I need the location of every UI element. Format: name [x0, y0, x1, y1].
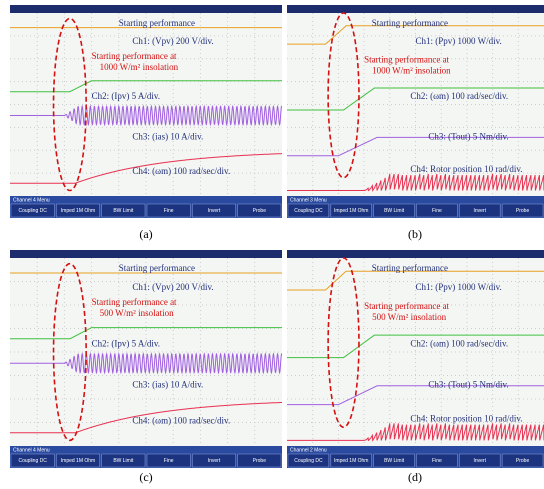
menu-button-label: Fine — [164, 458, 174, 464]
heading: Starting performance — [119, 263, 195, 273]
channel-label: Ch2: (ωm) 100 rad/sec/div. — [410, 91, 508, 101]
channel-label: Ch4: (ωm) 100 rad/sec/div. — [132, 415, 230, 425]
heading: Starting performance — [372, 18, 448, 28]
menu-button-label: Coupling DC — [18, 208, 47, 214]
menu-title: Channel 4 Menu — [13, 198, 50, 204]
annotation: 1000 W/m² insolation — [372, 65, 451, 75]
channel-label: Ch1: (Ppv) 1000 W/div. — [416, 36, 502, 46]
menu-title: Channel 3 Menu — [290, 198, 327, 204]
menu-button-label: Imped 1M Ohm — [61, 208, 95, 214]
menu-button-label: Imped 1M Ohm — [61, 458, 95, 464]
menu-button-label: Probe — [516, 458, 530, 464]
channel-label: Ch1: (Vpv) 200 V/div. — [132, 282, 213, 292]
channel-label: Ch3: (ias) 10 A/div. — [132, 131, 203, 141]
status-bar — [10, 250, 282, 258]
menu-button-label: BW Limit — [113, 208, 134, 214]
menu-button-label: Invert — [208, 458, 221, 464]
menu-button-label: Fine — [432, 208, 442, 214]
heading: Starting performance — [119, 18, 195, 28]
menu-button-label: Imped 1M Ohm — [334, 458, 368, 464]
heading: Starting performance — [372, 263, 448, 273]
menu-button-label: Coupling DC — [294, 208, 323, 214]
annotation: Starting performance at — [364, 301, 449, 311]
menu-button-label: Invert — [473, 208, 486, 214]
menu-title: Channel 2 Menu — [290, 448, 327, 454]
channel-label: Ch2: (Ipv) 5 A/div. — [92, 91, 160, 101]
annotation: Starting performance at — [364, 54, 449, 64]
annotation: Starting performance at — [92, 51, 177, 61]
menu-button-label: BW Limit — [113, 458, 134, 464]
menu-title: Channel 4 Menu — [13, 448, 50, 454]
menu-button-label: Probe — [253, 208, 267, 214]
scope-screen: Starting performance Ch1: (Vpv) 200 V/div… — [10, 250, 282, 468]
channel-label: Ch4: Rotor position 10 rad/div. — [410, 414, 522, 424]
channel-label: Ch3: (ias) 10 A/div. — [132, 380, 203, 390]
channel-label: Ch3: (Tout) 5 Nm/div. — [428, 131, 508, 141]
panel-label: (d) — [408, 470, 422, 484]
status-bar — [287, 5, 544, 13]
menu-button-label: Probe — [516, 208, 530, 214]
menu-button-label: Invert — [208, 208, 221, 214]
status-bar — [287, 250, 544, 258]
scope-screen: Starting performance Ch1: (Ppv) 1000 W/di… — [287, 5, 544, 218]
figure: Starting performance Ch1: (Vpv) 200 V/div… — [0, 0, 544, 489]
channel-label: Ch4: (ωm) 100 rad/sec/div. — [132, 166, 230, 176]
panel-label: (a) — [139, 227, 152, 241]
menu-button-label: Probe — [253, 458, 267, 464]
channel-label: Ch3: (Tout) 5 Nm/div. — [428, 380, 508, 390]
menu-button-label: Coupling DC — [294, 458, 323, 464]
menu-button-label: BW Limit — [384, 458, 405, 464]
panel-label: (c) — [139, 470, 152, 484]
menu-button-label: Fine — [432, 458, 442, 464]
menu-button-label: Invert — [473, 458, 486, 464]
menu-button-label: Fine — [164, 208, 174, 214]
scope-screen: Starting performance Ch1: (Vpv) 200 V/div… — [10, 5, 282, 218]
menu-button-label: BW Limit — [384, 208, 405, 214]
annotation: Starting performance at — [92, 297, 177, 307]
channel-label: Ch1: (Vpv) 200 V/div. — [132, 36, 213, 46]
panel-label: (b) — [408, 227, 422, 241]
menu-button-label: Imped 1M Ohm — [334, 208, 368, 214]
status-bar — [10, 5, 282, 13]
channel-label: Ch1: (Ppv) 1000 W/div. — [416, 282, 502, 292]
channel-label: Ch2: (ωm) 100 rad/sec/div. — [410, 338, 508, 348]
menu-button-label: Coupling DC — [18, 458, 47, 464]
annotation: 500 W/m² insolation — [100, 308, 175, 318]
annotation: 500 W/m² insolation — [372, 312, 447, 322]
channel-label: Ch4: Rotor position 10 rad/div. — [410, 164, 522, 174]
scope-screen: Starting performance Ch1: (Ppv) 1000 W/di… — [287, 250, 544, 468]
annotation: 1000 W/m² insolation — [100, 62, 179, 72]
channel-label: Ch2: (Ipv) 5 A/div. — [92, 338, 160, 348]
